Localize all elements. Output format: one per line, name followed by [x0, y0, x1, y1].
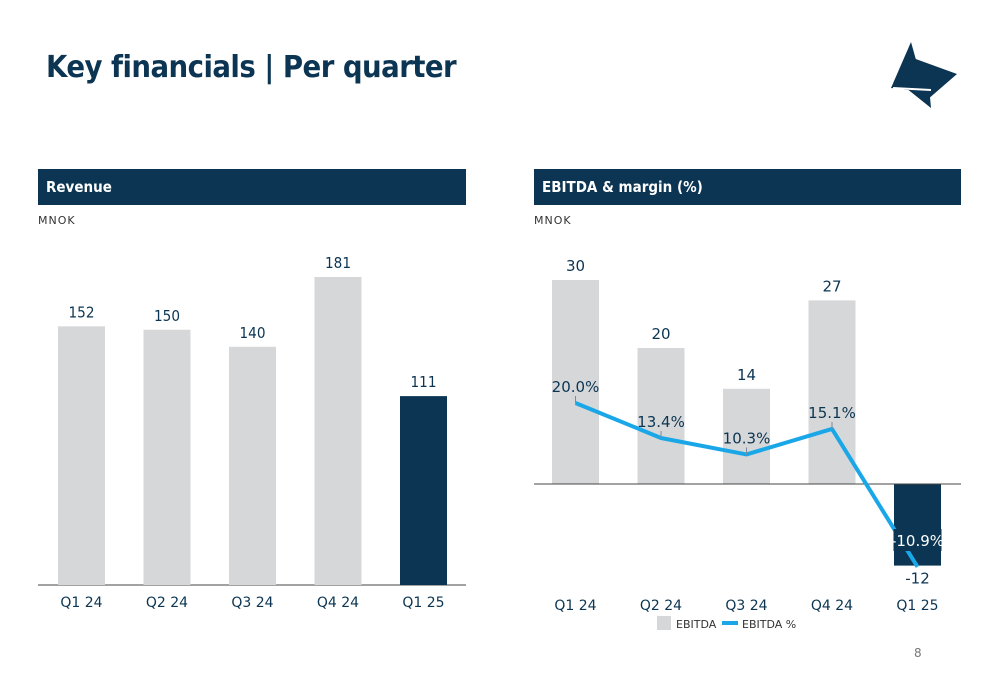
- page-number: 8: [914, 646, 922, 660]
- revenue-bar: [143, 329, 191, 585]
- legend-ebitda-swatch: [657, 616, 671, 630]
- ebitda-bar: [894, 484, 941, 566]
- ebitda-data-label: 27: [822, 277, 841, 295]
- revenue-tick-label: Q2 24: [146, 595, 188, 611]
- revenue-data-label: 111: [411, 373, 437, 391]
- revenue-data-label: 150: [154, 307, 180, 325]
- ebitda-tick-label: Q3 24: [725, 598, 767, 614]
- revenue-bar: [229, 346, 276, 585]
- company-logo: [891, 42, 957, 108]
- ebitda-data-label: 30: [566, 257, 585, 275]
- ebitda-tick-label: Q1 25: [896, 598, 938, 614]
- revenue-tick-label: Q4 24: [317, 595, 359, 611]
- ebitda-data-label: 20: [651, 325, 670, 343]
- ebitda-margin-label: 20.0%: [552, 378, 600, 396]
- ebitda-unit: MNOK: [534, 214, 572, 227]
- ebitda-header: EBITDA & margin (%): [534, 169, 961, 205]
- revenue-data-label: 152: [69, 303, 95, 321]
- ebitda-margin-label-bg: [893, 529, 942, 551]
- ebitda-data-label: -12: [905, 570, 930, 588]
- legend-margin-label: EBITDA %: [742, 618, 796, 631]
- ebitda-bar: [637, 348, 685, 484]
- revenue-tick-label: Q1 25: [402, 595, 444, 611]
- revenue-header: Revenue: [38, 169, 466, 205]
- ebitda-margin-label: 15.1%: [808, 404, 856, 422]
- ebitda-bar: [723, 388, 770, 484]
- revenue-data-label: 181: [325, 254, 351, 272]
- revenue-tick-label: Q1 24: [60, 595, 102, 611]
- revenue-bar: [314, 277, 362, 585]
- ebitda-bar: [552, 280, 599, 484]
- revenue-bar: [400, 396, 447, 585]
- ebitda-margin-label: -10.9%: [891, 532, 944, 550]
- ebitda-data-label: 14: [737, 366, 756, 384]
- revenue-data-label: 140: [240, 324, 266, 342]
- ebitda-tick-label: Q1 24: [554, 598, 596, 614]
- legend-ebitda-label: EBITDA: [676, 618, 717, 631]
- ebitda-margin-label: 10.3%: [723, 429, 771, 447]
- ebitda-margin-label: 13.4%: [637, 413, 685, 431]
- revenue-tick-label: Q3 24: [231, 595, 273, 611]
- revenue-unit: MNOK: [38, 214, 76, 227]
- ebitda-tick-label: Q4 24: [811, 598, 853, 614]
- page-title: Key financials | Per quarter: [46, 50, 457, 85]
- ebitda-tick-label: Q2 24: [640, 598, 682, 614]
- revenue-bar: [58, 326, 105, 585]
